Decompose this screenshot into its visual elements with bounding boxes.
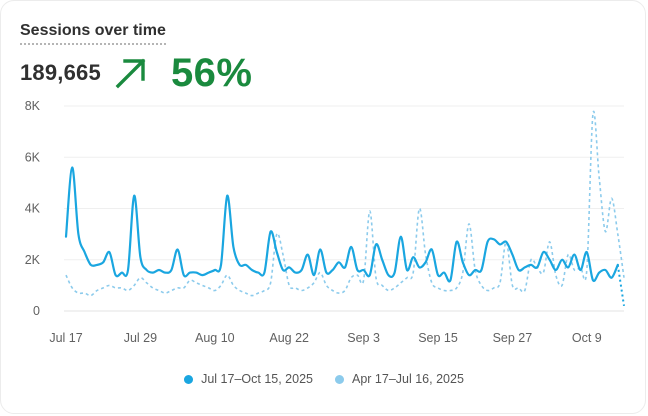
x-tick-label: Sep 3 bbox=[347, 331, 380, 345]
legend-label-previous: Apr 17–Jul 16, 2025 bbox=[352, 372, 464, 386]
y-tick-label: 4K bbox=[25, 202, 41, 216]
x-tick-label: Sep 15 bbox=[418, 331, 458, 345]
y-tick-label: 6K bbox=[25, 150, 41, 164]
y-tick-label: 2K bbox=[25, 253, 41, 267]
x-tick-label: Sep 27 bbox=[493, 331, 533, 345]
x-tick-label: Jul 17 bbox=[49, 331, 82, 345]
card-title[interactable]: Sessions over time bbox=[20, 21, 166, 45]
y-tick-label: 8K bbox=[25, 99, 41, 113]
arrow-up-right-icon bbox=[113, 55, 149, 91]
series-line-current bbox=[64, 166, 619, 283]
x-tick-label: Aug 10 bbox=[195, 331, 235, 345]
x-tick-label: Jul 29 bbox=[124, 331, 157, 345]
sessions-line-chart: 0 2K 4K 6K 8K Jul 17 Jul 29 Aug 10 Aug 22 Sep 3 Se… bbox=[25, 99, 625, 345]
legend-swatch-previous bbox=[335, 374, 344, 384]
legend-item-previous[interactable]: Apr 17–Jul 16, 2025 bbox=[335, 372, 464, 386]
legend-label-current: Jul 17–Oct 15, 2025 bbox=[201, 372, 313, 386]
total-sessions-value: 189,665 bbox=[20, 60, 101, 85]
trend-percentage: 56% bbox=[170, 50, 253, 95]
x-tick-label: Oct 9 bbox=[572, 331, 602, 345]
legend-item-current[interactable]: Jul 17–Oct 15, 2025 bbox=[184, 372, 313, 386]
chart-legend: Jul 17–Oct 15, 2025 Apr 17–Jul 16, 2025 bbox=[0, 372, 648, 386]
x-tick-label: Aug 22 bbox=[269, 331, 309, 345]
metric-row: 189,665 56% bbox=[20, 49, 253, 97]
series-line-current-partial bbox=[616, 264, 625, 307]
legend-swatch-current bbox=[184, 374, 194, 384]
y-tick-label: 0 bbox=[33, 304, 40, 318]
